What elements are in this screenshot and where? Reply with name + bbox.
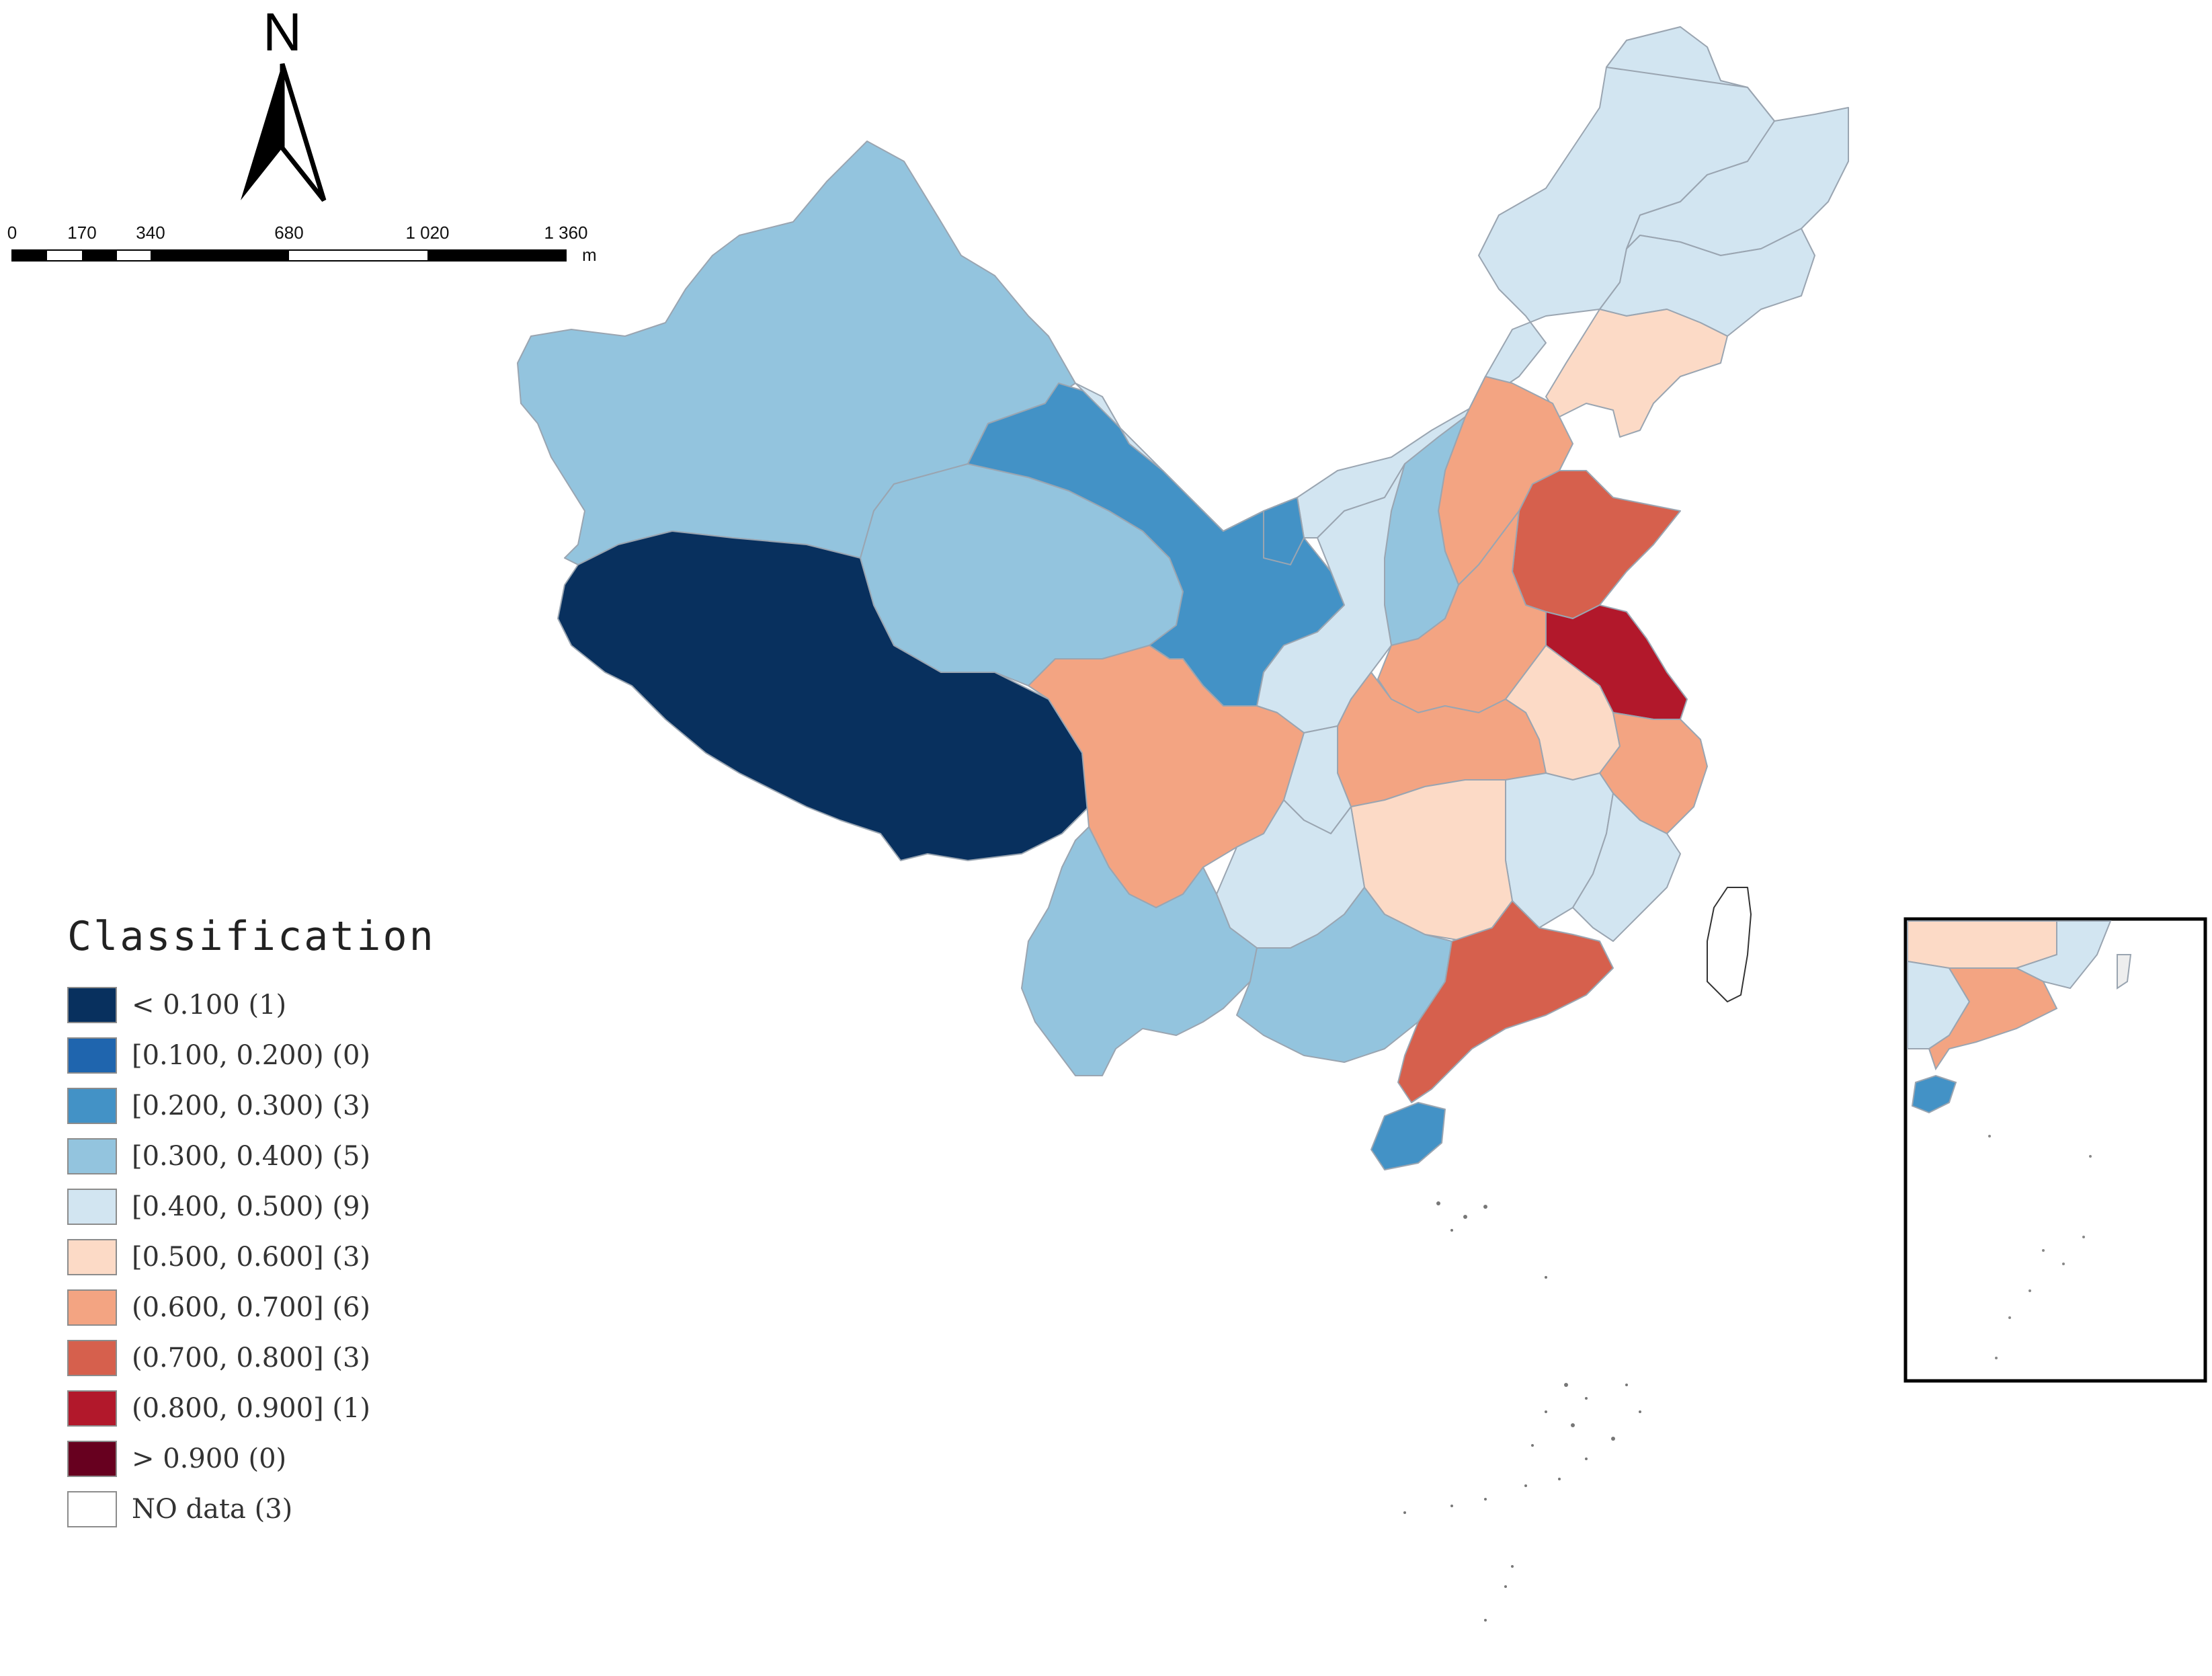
scale-bar: 0 170 340 680 1 020 1 360 m	[7, 223, 597, 265]
legend-label: [0.300, 0.400) (5)	[132, 1140, 371, 1172]
legend-item: (0.600, 0.700] (6)	[67, 1282, 538, 1332]
north-arrow: N	[241, 2, 327, 202]
legend-label: [0.400, 0.500) (9)	[132, 1191, 371, 1222]
region-hainan	[1370, 1102, 1446, 1170]
scale-tick-680: 680	[274, 223, 303, 243]
scale-tick-1020: 1 020	[405, 223, 449, 243]
legend-swatch	[67, 1037, 117, 1074]
legend-title: Classification	[67, 913, 436, 960]
scale-unit: m	[582, 245, 597, 265]
inset-map	[1903, 917, 2207, 1383]
scale-segment	[82, 250, 117, 261]
scale-tick-340: 340	[136, 223, 165, 243]
south-sea-islands	[1403, 1201, 1641, 1622]
legend-swatch	[67, 1087, 117, 1124]
legend-item: NO data (3)	[67, 1484, 538, 1534]
legend-item: [0.100, 0.200) (0)	[67, 1030, 538, 1080]
region-liaoning	[1545, 309, 1728, 438]
north-label: N	[263, 2, 302, 62]
legend-item: [0.400, 0.500) (9)	[67, 1181, 538, 1232]
legend-label: < 0.100 (1)	[132, 989, 287, 1021]
inset-region	[2014, 920, 2112, 990]
legend-swatch	[67, 1339, 117, 1376]
provinces	[517, 26, 1849, 1170]
legend-swatch	[67, 1390, 117, 1427]
legend: Classification < 0.100 (1) [0.100, 0.200)…	[67, 911, 538, 1534]
legend-label: (0.700, 0.800] (3)	[132, 1342, 371, 1373]
legend-label: [0.100, 0.200) (0)	[132, 1039, 371, 1071]
scale-segment	[151, 250, 289, 261]
legend-item: (0.700, 0.800] (3)	[67, 1332, 538, 1383]
legend-label: (0.800, 0.900] (1)	[132, 1392, 371, 1424]
legend-swatch	[67, 1289, 117, 1326]
legend-items: < 0.100 (1) [0.100, 0.200) (0) [0.200, 0.3…	[67, 980, 538, 1534]
inset-region	[1928, 967, 2058, 1071]
legend-item: [0.300, 0.400) (5)	[67, 1131, 538, 1181]
legend-item: > 0.900 (0)	[67, 1433, 538, 1484]
north-arrow-right-half	[280, 63, 327, 202]
scale-segment	[427, 250, 566, 261]
region-guangdong	[1397, 900, 1614, 1103]
scale-tick-1360: 1 360	[544, 223, 587, 243]
region-fujian	[1572, 793, 1681, 942]
legend-label: (0.600, 0.700] (6)	[132, 1291, 371, 1323]
region-yunnan	[1021, 826, 1258, 1076]
legend-item: [0.200, 0.300) (3)	[67, 1080, 538, 1131]
inset-region	[2117, 954, 2132, 990]
inset-region	[1907, 920, 2057, 969]
legend-label: NO data (3)	[132, 1493, 293, 1525]
legend-item: < 0.100 (1)	[67, 980, 538, 1030]
legend-label: [0.200, 0.300) (3)	[132, 1090, 371, 1121]
north-arrow-left-half	[241, 64, 282, 200]
legend-swatch	[67, 1138, 117, 1174]
legend-swatch	[67, 1188, 117, 1225]
legend-label: > 0.900 (0)	[132, 1443, 287, 1474]
region-taiwan	[1707, 887, 1752, 1002]
inset-region	[1911, 1074, 1957, 1114]
legend-item: (0.800, 0.900] (1)	[67, 1383, 538, 1433]
scale-tick-170: 170	[67, 223, 96, 243]
legend-swatch	[67, 1490, 117, 1527]
legend-swatch	[67, 1440, 117, 1477]
legend-swatch	[67, 986, 117, 1023]
legend-label: [0.500, 0.600] (3)	[132, 1241, 371, 1273]
region-shandong	[1512, 470, 1681, 619]
legend-swatch	[67, 1238, 117, 1275]
scale-segment	[12, 250, 47, 261]
scale-tick-0: 0	[7, 223, 17, 243]
legend-item: [0.500, 0.600] (3)	[67, 1232, 538, 1282]
region-ningxia	[1263, 497, 1305, 565]
